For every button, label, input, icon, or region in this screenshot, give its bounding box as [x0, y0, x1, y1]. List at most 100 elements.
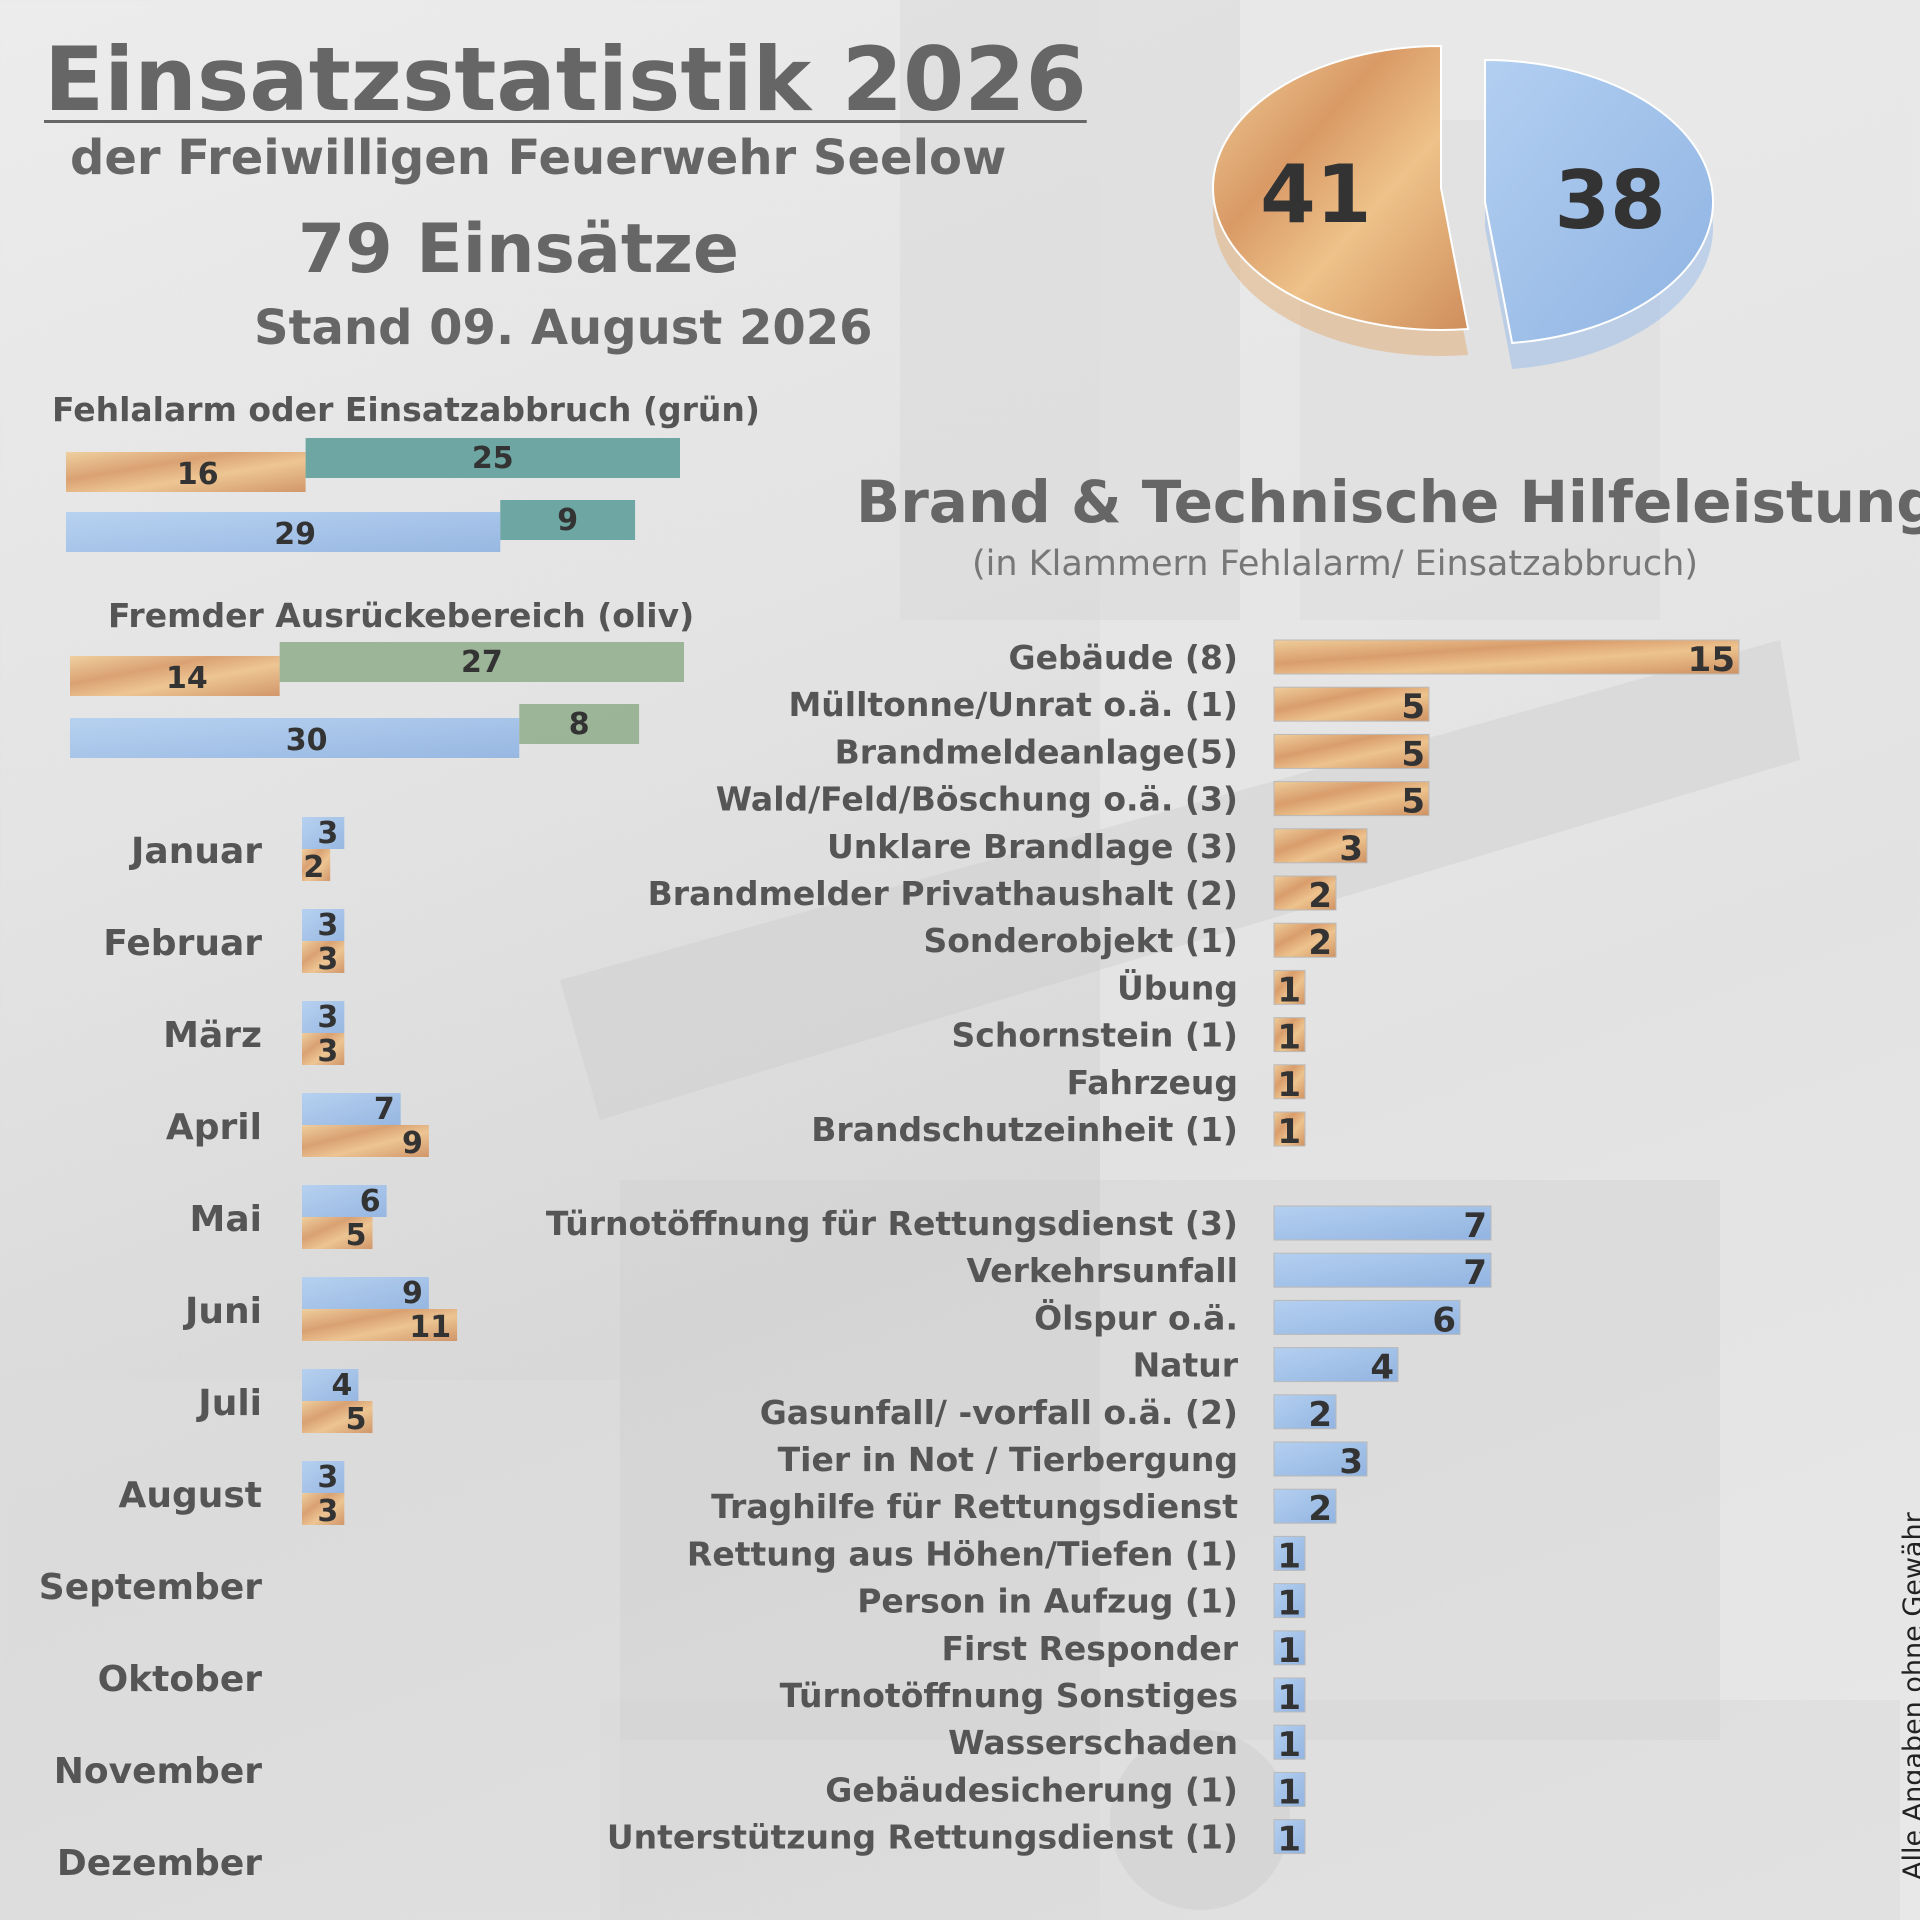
th-value: 1 [1277, 1631, 1301, 1671]
pie-label: 41 [1260, 148, 1371, 241]
th-bar [1273, 1205, 1492, 1241]
brand-value: 3 [1339, 829, 1363, 869]
th-value: 1 [1277, 1820, 1301, 1860]
brand-bar [1273, 875, 1337, 911]
month-label: August [118, 1475, 262, 1516]
month-label: April [166, 1107, 262, 1148]
month-label: Juni [182, 1291, 262, 1332]
brand-label: Sonderobjekt (1) [923, 921, 1238, 960]
fehlalarm-title: Fehlalarm oder Einsatzabbruch (grün) [52, 390, 760, 429]
brand-value: 5 [1401, 687, 1425, 727]
brand-bar [1273, 1111, 1306, 1147]
th-bar [1273, 1677, 1306, 1713]
th-bar [1273, 1724, 1306, 1760]
th-label: Türnotöffnung für Rettungsdienst (3) [546, 1204, 1238, 1243]
brand-label: Schornstein (1) [952, 1016, 1238, 1055]
month-bar-th [302, 1277, 429, 1309]
fehlalarm-main-bar [66, 452, 306, 492]
brand-bar [1273, 828, 1368, 864]
th-bar [1273, 1583, 1306, 1619]
brand-bar [1273, 639, 1740, 675]
fremd-main-bar [70, 718, 520, 758]
month-value-th: 3 [317, 1000, 338, 1035]
month-bar-th [302, 1461, 345, 1493]
brand-bar [1273, 1017, 1306, 1053]
fremd-main-label: 30 [286, 723, 328, 758]
month-bar-brand [302, 849, 331, 881]
brand-bar [1273, 686, 1430, 722]
brand-value: 1 [1277, 1112, 1301, 1152]
fehlalarm-main-label: 29 [274, 517, 316, 552]
fremd-main-bar [70, 656, 280, 696]
th-label: Gebäudesicherung (1) [825, 1770, 1238, 1809]
month-value-th: 6 [360, 1184, 381, 1219]
month-label: September [39, 1567, 262, 1608]
month-label: Dezember [57, 1843, 262, 1884]
brand-th-subtitle: (in Klammern Fehlalarm/ Einsatzabbruch) [972, 544, 1699, 584]
th-bar [1273, 1347, 1399, 1383]
th-bar [1273, 1535, 1306, 1571]
date-stand: Stand 09. August 2026 [254, 300, 873, 356]
th-label: Traghilfe für Rettungsdienst [711, 1487, 1238, 1526]
brand-label: Fahrzeug [1067, 1063, 1238, 1102]
fremd-extra-bar [519, 704, 640, 744]
brand-value: 1 [1277, 1018, 1301, 1058]
fehlalarm-extra-bar [305, 438, 680, 478]
th-label: Ölspur o.ä. [1034, 1297, 1238, 1337]
th-label: First Responder [941, 1629, 1238, 1668]
month-value-th: 3 [317, 1460, 338, 1495]
th-label: Person in Aufzug (1) [857, 1582, 1238, 1621]
brand-label: Gebäude (8) [1009, 638, 1238, 677]
month-value-brand: 3 [317, 942, 338, 977]
month-bar-brand [302, 1217, 373, 1249]
month-bar-brand [302, 1125, 429, 1157]
brand-bar [1273, 733, 1430, 769]
brand-label: Unklare Brandlage (3) [827, 827, 1238, 866]
month-value-th: 4 [332, 1368, 353, 1403]
page-subtitle: der Freiwilligen Feuerwehr Seelow [70, 130, 1007, 186]
brand-value: 5 [1401, 734, 1425, 774]
th-bar [1273, 1771, 1306, 1807]
th-value: 1 [1277, 1584, 1301, 1624]
th-label: Tier in Not / Tierbergung [778, 1440, 1238, 1479]
brand-value: 1 [1277, 1065, 1301, 1105]
month-value-brand: 3 [317, 1034, 338, 1069]
month-label: März [163, 1015, 262, 1056]
th-bar [1273, 1252, 1492, 1288]
brand-value: 2 [1308, 923, 1332, 963]
brand-bar [1273, 969, 1306, 1005]
fremd-extra-bar [279, 642, 684, 682]
brand-th-title: Brand & Technische Hilfeleistung [856, 468, 1920, 536]
month-bar-brand [302, 941, 345, 973]
th-bar [1273, 1394, 1337, 1430]
month-value-brand: 3 [317, 1494, 338, 1529]
th-bar [1273, 1488, 1337, 1524]
th-bar [1273, 1441, 1368, 1477]
month-bar-th [302, 1001, 345, 1033]
month-value-th: 3 [317, 816, 338, 851]
total-count: 79 Einsätze [298, 210, 740, 289]
month-bar-th [302, 909, 345, 941]
month-value-th: 9 [402, 1276, 423, 1311]
th-value: 1 [1277, 1536, 1301, 1576]
brand-label: Brandmeldeanlage(5) [835, 732, 1238, 771]
th-value: 2 [1308, 1489, 1332, 1529]
brand-bar [1273, 922, 1337, 958]
month-value-th: 3 [317, 908, 338, 943]
month-bar-th [302, 1369, 359, 1401]
fehlalarm-extra-bar [500, 500, 636, 540]
month-value-brand: 2 [303, 850, 324, 885]
brand-label: Übung [1117, 967, 1238, 1007]
fremd-extra-label: 8 [569, 707, 590, 742]
th-value: 2 [1308, 1395, 1332, 1435]
month-value-brand: 11 [409, 1310, 451, 1345]
th-label: Gasunfall/ -vorfall o.ä. (2) [760, 1393, 1238, 1432]
month-label: Februar [103, 923, 262, 964]
fehlalarm-main-label: 16 [177, 457, 219, 492]
th-label: Wasserschaden [948, 1723, 1238, 1762]
pie-slice [1484, 58, 1714, 345]
page-title: Einsatzstatistik 2026 [44, 28, 1087, 131]
fremd-extra-label: 27 [461, 645, 503, 680]
